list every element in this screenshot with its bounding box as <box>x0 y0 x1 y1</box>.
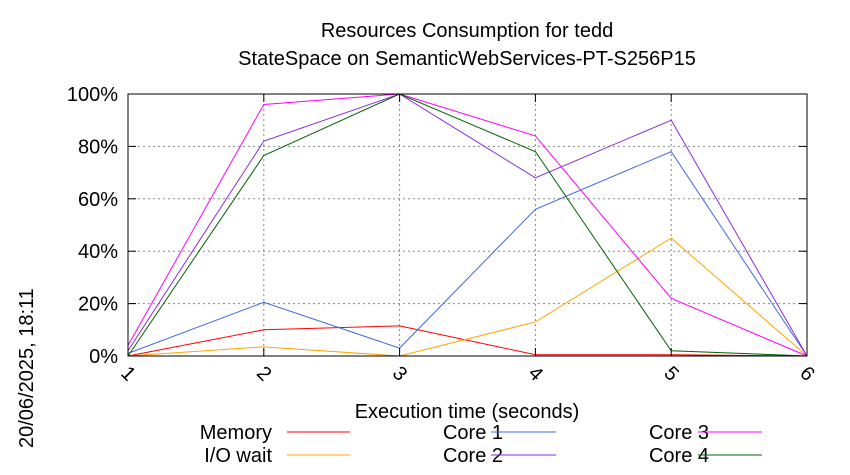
x-tick-label: 3 <box>388 362 411 385</box>
x-tick-label: 2 <box>252 362 275 385</box>
x-tick-label: 1 <box>116 362 139 385</box>
series-line-memory <box>127 325 808 357</box>
y-tick-label: 80% <box>78 136 118 158</box>
y-tick-label: 100% <box>67 84 118 106</box>
legend-item: Core 2 <box>443 445 556 467</box>
legend-item: Core 4 <box>649 445 762 467</box>
x-axis-label: Execution time (seconds) <box>355 401 580 423</box>
y-tick-label: 20% <box>78 294 118 316</box>
legend-label: Core 4 <box>649 445 709 467</box>
legend-item: Core 3 <box>649 422 762 444</box>
legend-label: I/O wait <box>204 445 272 467</box>
legend-label: Core 1 <box>443 422 503 444</box>
series-line-core-2 <box>127 93 808 357</box>
y-tick-label: 40% <box>78 241 118 263</box>
legend-label: Core 3 <box>649 422 709 444</box>
legend-item: Memory <box>200 422 350 444</box>
ticks: 0% 20% 40% 60% 80% 100% 1 2 3 4 5 6 <box>67 84 819 386</box>
series-line-i-o-wait <box>127 237 808 357</box>
x-tick-label: 6 <box>795 362 818 385</box>
grid <box>128 94 807 356</box>
series-lines <box>127 93 808 357</box>
legend-label: Core 2 <box>443 445 503 467</box>
series-line-core-4 <box>127 93 808 357</box>
side-timestamp: 20/06/2025, 18:11 <box>16 288 38 448</box>
legend-label: Memory <box>200 422 272 444</box>
chart-title: Resources Consumption for tedd <box>321 20 613 42</box>
x-tick-label: 4 <box>524 362 547 385</box>
y-tick-label: 60% <box>78 189 118 211</box>
x-tick-label: 5 <box>659 362 682 385</box>
plot-frame <box>127 93 808 357</box>
legend-item: I/O wait <box>204 445 350 467</box>
series-line-core-1 <box>127 151 808 357</box>
series-line-core-3 <box>127 93 808 357</box>
chart-subtitle: StateSpace on SemanticWebServices-PT-S25… <box>238 48 696 70</box>
y-tick-label: 0% <box>89 346 118 368</box>
legend-item: Core 1 <box>443 422 556 444</box>
